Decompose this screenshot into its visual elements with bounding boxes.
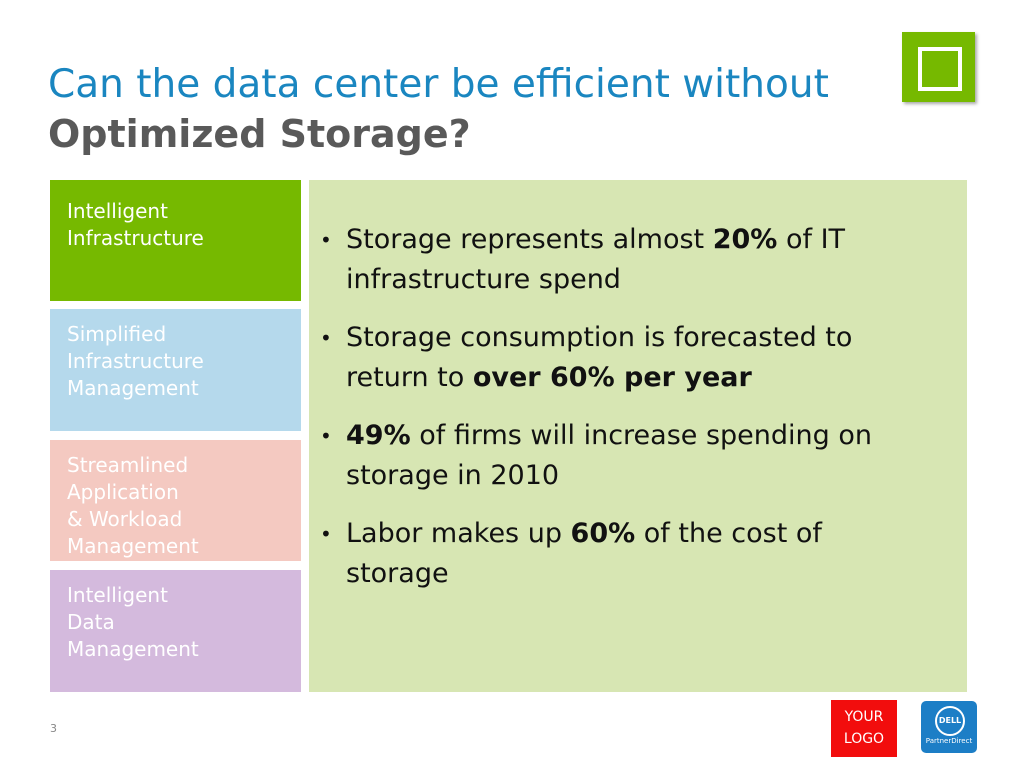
sidebar-line: Infrastructure [67, 349, 204, 373]
sidebar-line: & Workload [67, 507, 183, 531]
title-line: Can the data center be efficient without [48, 62, 829, 107]
sidebar-item: Streamlined Application & Workload Manageme… [50, 440, 301, 561]
sidebar-line: Management [67, 534, 199, 558]
sidebar-line: Management [67, 376, 199, 400]
bullet: 49% of firms will increase spending on s… [320, 416, 920, 496]
brand-sub: PartnerDirect [925, 737, 973, 745]
sidebar-line: Streamlined [67, 453, 189, 477]
bullet-text: of IT infrastructure spend [346, 224, 846, 295]
brand-logo: DELL PartnerDirect [921, 701, 977, 753]
brand: DELL [935, 706, 965, 736]
bullet-text: over 60% per year [472, 362, 752, 393]
bullet-text: Storage consumption is forecasted to ret… [346, 322, 853, 393]
page-number: 3 [50, 722, 57, 735]
logo-line: YOUR [844, 709, 884, 725]
sidebar-line: Management [67, 637, 199, 661]
sidebar-line: Intelligent [67, 199, 168, 223]
bullet-text: 20% [712, 224, 778, 255]
sidebar-item: Intelligent Data Management [50, 570, 301, 692]
sidebar-line: Data [67, 610, 115, 634]
logo: YOUR LOGO [831, 700, 897, 757]
sidebar-line: Simplified [67, 322, 167, 346]
sidebar-line: Infrastructure [67, 226, 204, 250]
bullet-text: Labor makes up [346, 518, 571, 549]
bullet-text: of the cost of storage [346, 518, 822, 589]
bullet-text: 49% [346, 420, 411, 451]
sidebar-line: Intelligent [67, 583, 168, 607]
sidebar-item: Intelligent Infrastructure [50, 180, 301, 301]
bullet: Storage represents almost 20% of IT infr… [320, 220, 920, 300]
bullet-list: Storage represents almost 20% of IT infr… [320, 220, 920, 612]
bullet-text: 60% [570, 518, 636, 549]
bullet-text: Storage represents almost [346, 224, 713, 255]
icon [902, 32, 975, 102]
title-line: Optimized Storage? [48, 112, 471, 156]
sidebar-line: Application [67, 480, 179, 504]
bullet-text: of firms will increase spending on stora… [346, 420, 873, 491]
logo-line: LOGO [843, 731, 885, 747]
sidebar-item: Simplified Infrastructure Management [50, 309, 301, 431]
bullet: Labor makes up 60% of the cost of storag… [320, 514, 846, 594]
bullet: Storage consumption is forecasted to ret… [320, 318, 920, 398]
